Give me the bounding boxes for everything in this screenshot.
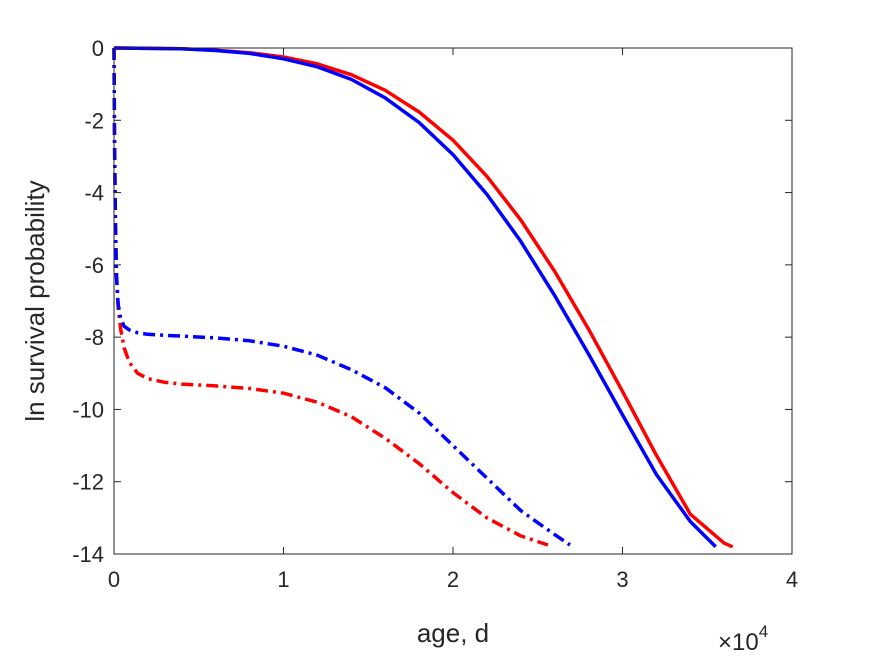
x-exponent-label: ×104	[718, 622, 768, 656]
y-tick-label: -4	[84, 181, 104, 206]
x-exponent-power: 4	[759, 622, 768, 641]
x-tick-label: 0	[108, 567, 120, 592]
x-tick-label: 1	[277, 567, 289, 592]
y-tick-label: -10	[72, 397, 104, 422]
series-line-4	[112, 47, 571, 547]
series-layer	[112, 46, 734, 549]
y-tick-label: 0	[92, 36, 104, 61]
series-line-3	[112, 47, 549, 547]
y-tick-label: -14	[72, 542, 104, 567]
x-tick-label: 4	[786, 567, 798, 592]
x-axis-label: age, d	[417, 618, 489, 648]
y-axis-label: ln survival probability	[20, 180, 50, 421]
y-tick-label: -2	[84, 108, 104, 133]
tick-layer: 0 1 2 3 4 0 -2 -4 -6 -8 -10 -12 -14	[72, 36, 798, 592]
y-tick-label: -12	[72, 470, 104, 495]
x-tick-label: 2	[447, 567, 459, 592]
y-tick-label: -8	[84, 325, 104, 350]
x-exponent-base: ×10	[718, 629, 759, 656]
plot-area	[114, 48, 792, 554]
y-tick-label: -6	[84, 253, 104, 278]
x-tick-label: 3	[616, 567, 628, 592]
series-line-2	[113, 46, 717, 549]
